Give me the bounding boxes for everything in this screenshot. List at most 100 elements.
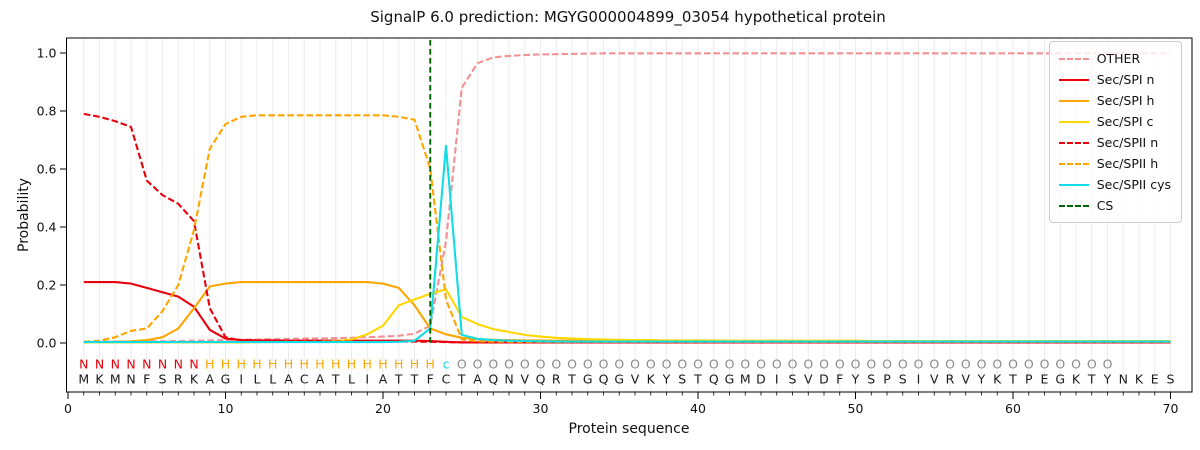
region-label: O <box>567 357 577 372</box>
region-label: O <box>662 357 672 372</box>
sequence-letter: K <box>993 372 1002 387</box>
region-label: O <box>536 357 546 372</box>
legend-swatch <box>1058 141 1089 144</box>
sequence-letter: Q <box>488 372 498 387</box>
region-label: H <box>300 357 309 372</box>
region-label: O <box>614 357 624 372</box>
sequence-letter: T <box>1008 372 1017 387</box>
region-label: O <box>1087 357 1097 372</box>
region-label: O <box>520 357 530 372</box>
legend-entry-cs: CS <box>1058 195 1171 216</box>
region-label: O <box>945 357 955 372</box>
sequence-letter: Q <box>709 372 719 387</box>
region-label: H <box>410 357 419 372</box>
legend-swatch <box>1058 57 1089 60</box>
legend-label: Sec/SPII n <box>1096 135 1159 150</box>
region-label: O <box>583 357 593 372</box>
region-label: O <box>835 357 845 372</box>
sequence-letter: S <box>678 372 686 387</box>
region-label: H <box>205 357 214 372</box>
sequence-letter: N <box>126 372 135 387</box>
region-label: H <box>284 357 293 372</box>
sequence-letter: R <box>946 372 955 387</box>
legend-entry-sec-spii-h: Sec/SPII h <box>1058 153 1171 174</box>
sequence-letter: L <box>269 372 276 387</box>
series-line-sec-spii-cys <box>83 144 1171 344</box>
sequence-letter: K <box>1072 372 1081 387</box>
sequence-letter: T <box>331 372 340 387</box>
sequence-letter: G <box>725 372 735 387</box>
sequence-letter: Q <box>599 372 609 387</box>
sequence-letter: G <box>614 372 624 387</box>
x-tick-label: 10 <box>218 401 234 416</box>
region-label: O <box>1071 357 1081 372</box>
legend-entry-sec-spii-n: Sec/SPII n <box>1058 132 1171 153</box>
region-label: O <box>725 357 735 372</box>
region-label: O <box>851 357 861 372</box>
sequence-letter: R <box>552 372 561 387</box>
region-label: O <box>488 357 498 372</box>
region-label: O <box>551 357 561 372</box>
sequence-letter: T <box>394 372 403 387</box>
region-label: c <box>443 357 450 372</box>
region-label: N <box>79 357 88 372</box>
region-label: N <box>158 357 167 372</box>
series-line-sec-spi-c <box>83 288 1171 344</box>
sequence-letter: T <box>1087 372 1096 387</box>
sequence-letter: V <box>520 372 529 387</box>
sequence-letter: F <box>836 372 843 387</box>
sequence-letter: Y <box>662 372 671 387</box>
region-label: N <box>111 357 120 372</box>
sequence-letter: D <box>819 372 829 387</box>
region-label: O <box>992 357 1002 372</box>
region-label: O <box>504 357 514 372</box>
sequence-letter: D <box>756 372 766 387</box>
sequence-letter: S <box>899 372 907 387</box>
axes-box <box>66 37 1193 393</box>
region-label: O <box>1103 357 1113 372</box>
x-tick-label: 0 <box>64 401 72 416</box>
sequence-letter: L <box>348 372 355 387</box>
legend-label: Sec/SPI c <box>1096 114 1154 129</box>
sequence-letter: G <box>583 372 593 387</box>
x-tick-label: 40 <box>690 401 706 416</box>
region-label: H <box>315 357 324 372</box>
region-label: H <box>394 357 403 372</box>
sequence-letter: Y <box>1103 372 1112 387</box>
x-tick-label: 60 <box>1005 401 1021 416</box>
y-tick-label: 0.6 <box>37 162 57 177</box>
legend-label: CS <box>1096 198 1114 213</box>
region-label: N <box>95 357 104 372</box>
sequence-letter: V <box>961 372 970 387</box>
sequence-letter: G <box>221 372 231 387</box>
legend-label: OTHER <box>1096 51 1141 66</box>
sequence-letter: F <box>143 372 150 387</box>
sequence-letter: I <box>775 372 779 387</box>
legend-swatch <box>1058 99 1089 102</box>
region-label: O <box>1040 357 1050 372</box>
series-line-sec-spii-h <box>83 114 1171 343</box>
sequence-letter: T <box>567 372 576 387</box>
legend-label: Sec/SPI h <box>1096 93 1155 108</box>
legend: OTHER Sec/SPI n Sec/SPI h Sec/SPI c Sec/SPII… <box>1048 41 1182 223</box>
sequence-letter: S <box>789 372 797 387</box>
sequence-letter: A <box>316 372 325 387</box>
region-label: N <box>174 357 183 372</box>
legend-swatch <box>1058 162 1089 165</box>
region-label: O <box>709 357 719 372</box>
region-label: H <box>221 357 230 372</box>
sequence-letter: I <box>365 372 369 387</box>
legend-label: Sec/SPII h <box>1096 156 1159 171</box>
sequence-letter: M <box>78 372 89 387</box>
y-tick-label: 0.4 <box>37 220 57 235</box>
figure-title: SignalP 6.0 prediction: MGYG000004899_03… <box>370 8 886 26</box>
region-label: O <box>457 357 467 372</box>
legend-entry-sec-spii-cys: Sec/SPII cys <box>1058 174 1171 195</box>
region-label: O <box>882 357 892 372</box>
region-label: O <box>772 357 782 372</box>
sequence-letter: C <box>300 372 309 387</box>
y-tick-label: 0.8 <box>37 104 57 119</box>
region-label: O <box>1055 357 1065 372</box>
